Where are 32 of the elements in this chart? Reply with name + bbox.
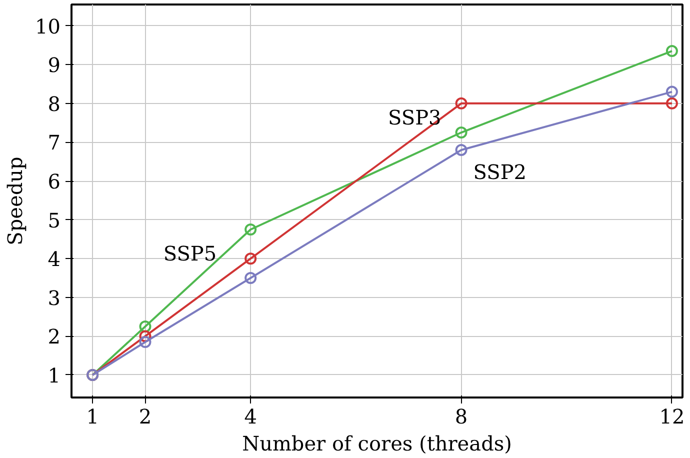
series-label: SSP3: [388, 105, 442, 130]
y-tick-label: 3: [48, 286, 61, 310]
y-tick-label: 2: [48, 324, 61, 349]
x-tick-label: 4: [244, 404, 257, 428]
x-tick-label: 1: [86, 404, 99, 428]
x-tick-label: 2: [138, 404, 152, 428]
y-tick-label: 8: [48, 92, 61, 116]
point: [666, 97, 678, 110]
x-tick-label: 12: [659, 404, 685, 428]
point: [244, 252, 257, 265]
point: [455, 126, 468, 139]
y-tick-label: 9: [48, 53, 61, 78]
point: [139, 320, 152, 332]
y-tick-label: 6: [48, 170, 61, 194]
point: [666, 86, 678, 98]
point: [455, 97, 468, 110]
y-tick-label: 4: [48, 247, 61, 272]
point: [244, 224, 257, 236]
series-label: SSP2: [473, 160, 527, 184]
point: [666, 45, 678, 58]
y-tick-label: 1: [48, 364, 61, 388]
y-tick-label: 7: [48, 130, 61, 155]
y-axis-title: Speedup: [3, 156, 28, 246]
point: [244, 272, 257, 284]
series-label: SSP5: [163, 242, 217, 266]
point: [455, 144, 468, 156]
x-tick-label: 8: [454, 404, 468, 428]
point: [139, 336, 152, 348]
point: [139, 330, 152, 342]
y-tick-label: 10: [35, 14, 61, 38]
y-tick-label: 5: [48, 208, 61, 232]
x-axis-title: Number of cores (threads): [242, 432, 512, 456]
